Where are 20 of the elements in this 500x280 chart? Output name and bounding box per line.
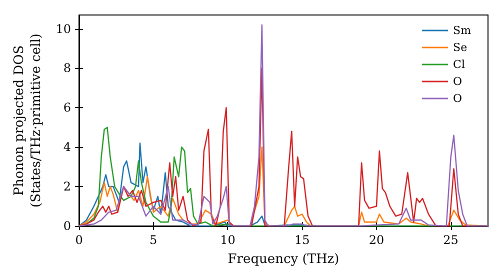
y-tick-label: 8: [63, 61, 71, 76]
x-tick-label: 25: [443, 233, 458, 247]
legend-label: Sm: [453, 24, 472, 37]
y-tick-label: 2: [63, 180, 71, 194]
x-tick-label: 15: [294, 233, 310, 247]
x-axis-title: Frequency (THz): [228, 252, 340, 267]
y-tick-label: 0: [63, 219, 71, 233]
legend-label: Se: [453, 41, 468, 54]
y-axis-title: Phonon projected DOS (States/THz·primitive cell): [12, 33, 44, 208]
legend-label: Cl: [453, 58, 466, 71]
x-tick-label: 5: [150, 233, 158, 247]
legend-label: O: [453, 75, 462, 88]
y-tick-label: 6: [63, 100, 71, 115]
y-tick-label: 4: [63, 140, 72, 154]
y-tick-label: 10: [56, 22, 71, 36]
x-tick-label: 20: [368, 233, 384, 247]
line-series: [78, 24, 489, 227]
legend-label: O: [453, 92, 462, 105]
x-tick-label: 0: [75, 233, 83, 247]
x-tick-label: 10: [220, 233, 236, 247]
